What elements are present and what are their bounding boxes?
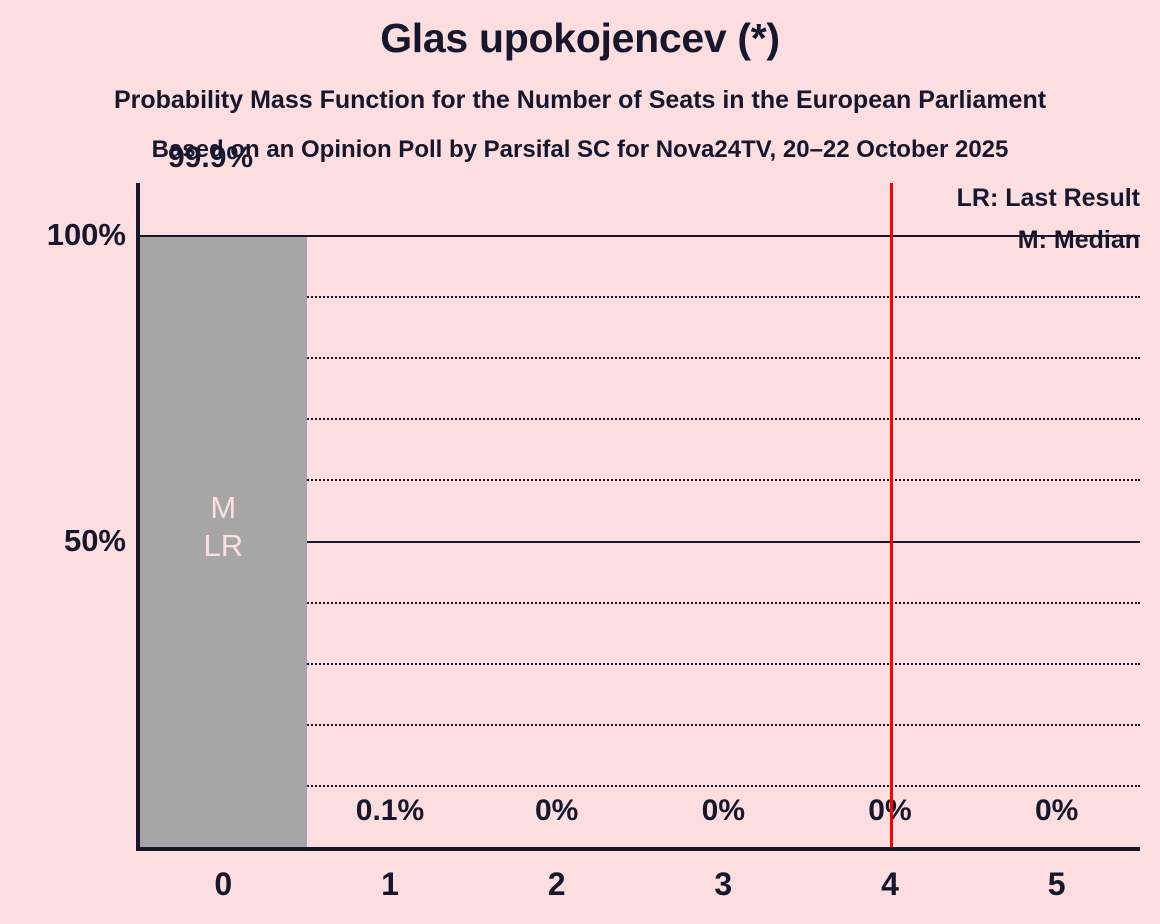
gridline-60 [140,479,1140,482]
page-title: Glas upokojencev (*) [380,15,780,61]
x-tick-label-1: 1 [381,866,399,902]
y-tick-label-50: 50% [63,522,126,558]
value-label-4: 0% [868,794,912,827]
x-tick-label-5: 5 [1047,866,1066,902]
value-label-0: 99.9% [168,141,254,174]
gridline-30 [140,662,1140,665]
gridline-20 [140,723,1140,726]
last-result-marker: LR [203,528,244,563]
x-tick-label-0: 0 [214,866,233,902]
chart-subtitle: Probability Mass Function for the Number… [113,86,1047,114]
legend-item-median: M: Median [1017,226,1140,254]
gridline-50 [140,540,1140,543]
gridline-80 [140,357,1140,360]
value-label-1: 0.1% [355,794,425,827]
legend: LR: Last Result M: Median [957,186,1140,253]
gridline-90 [140,296,1140,299]
chart-source-note: Based on an Opinion Poll by Parsifal SC … [151,136,1009,163]
x-tick-label-2: 2 [547,866,566,902]
y-axis-line [136,183,140,847]
x-axis-line [136,847,1140,851]
legend-item-last-result: LR: Last Result [956,184,1140,212]
value-label-2: 0% [534,794,579,827]
x-tick-label-4: 4 [881,866,899,902]
gridline-100 [140,235,1140,237]
x-tick-label-3: 3 [714,866,733,902]
bar-marker-labels: M LR [140,489,307,565]
value-label-5: 0% [1034,794,1079,827]
bar-0[interactable]: M LR [140,236,307,847]
chart-header: Glas upokojencev (*) Probability Mass Fu… [0,0,1160,180]
value-label-3: 0% [701,794,745,827]
plot-area: M LR 99.9% 0.1% 0% 0% 0% 0% [136,143,1140,851]
gridline-40 [140,601,1140,604]
last-result-line [890,183,893,847]
gridline-70 [140,418,1140,421]
y-tick-label-100: 100% [46,217,126,252]
median-marker: M [210,490,237,525]
gridline-10 [140,784,1140,787]
